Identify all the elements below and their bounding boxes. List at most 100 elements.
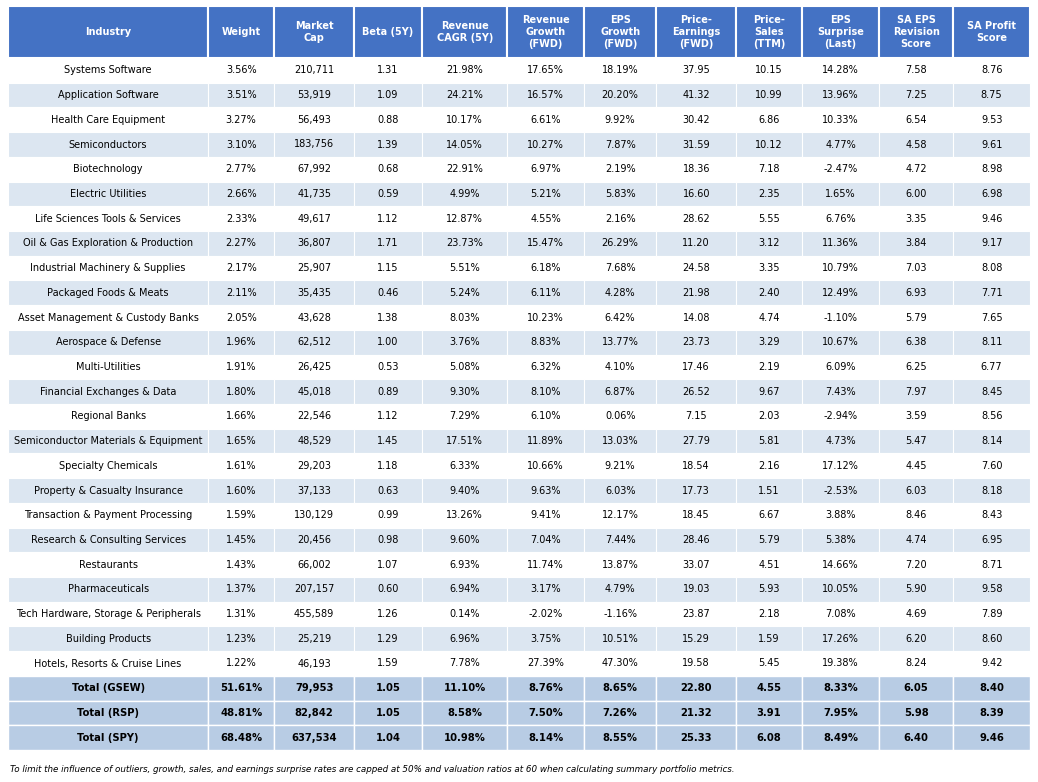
Bar (584, 206, 656, 231)
Bar (508, 281, 584, 305)
Bar (274, 132, 354, 157)
Text: 56,493: 56,493 (297, 115, 331, 125)
Bar (422, 552, 508, 577)
Bar (736, 552, 802, 577)
Text: 9.40%: 9.40% (449, 486, 480, 496)
Bar (584, 478, 656, 503)
Text: 8.75: 8.75 (981, 90, 1003, 100)
Bar (354, 256, 422, 281)
Text: 10.15: 10.15 (756, 66, 783, 75)
Text: 8.08: 8.08 (981, 263, 1003, 273)
Text: 3.35: 3.35 (905, 213, 927, 224)
Bar (354, 132, 422, 157)
Bar (422, 6, 508, 58)
Bar (274, 528, 354, 552)
Bar (879, 157, 953, 181)
Bar (8, 577, 209, 601)
Bar (736, 651, 802, 676)
Bar (802, 281, 879, 305)
Bar (656, 725, 736, 750)
Bar (209, 6, 274, 58)
Bar (584, 231, 656, 256)
Bar (422, 157, 508, 181)
Bar (354, 58, 422, 83)
Text: 12.87%: 12.87% (446, 213, 483, 224)
Bar (879, 701, 953, 725)
Text: Aerospace & Defense: Aerospace & Defense (55, 337, 161, 347)
Text: 1.05: 1.05 (376, 683, 401, 693)
Text: Hotels, Resorts & Cruise Lines: Hotels, Resorts & Cruise Lines (34, 658, 182, 669)
Text: 49,617: 49,617 (297, 213, 331, 224)
Text: 41,735: 41,735 (297, 189, 331, 199)
Bar (8, 725, 209, 750)
Bar (354, 626, 422, 651)
Bar (953, 577, 1030, 601)
Bar (736, 503, 802, 528)
Text: 13.87%: 13.87% (602, 560, 638, 569)
Bar (802, 552, 879, 577)
Text: 2.18: 2.18 (759, 609, 780, 619)
Text: Total (SPY): Total (SPY) (77, 733, 139, 743)
Bar (422, 231, 508, 256)
Bar (354, 676, 422, 701)
Text: 3.56%: 3.56% (226, 66, 256, 75)
Bar (209, 379, 274, 404)
Text: 1.12: 1.12 (377, 213, 399, 224)
Bar (656, 354, 736, 379)
Text: 3.29: 3.29 (759, 337, 780, 347)
Text: 5.79: 5.79 (905, 313, 927, 322)
Text: 7.18: 7.18 (759, 164, 780, 174)
Text: 12.49%: 12.49% (822, 288, 858, 298)
Text: 5.79: 5.79 (759, 535, 780, 545)
Text: 7.68%: 7.68% (605, 263, 635, 273)
Text: -2.94%: -2.94% (823, 411, 857, 421)
Text: 17.46: 17.46 (682, 362, 710, 372)
Bar (209, 354, 274, 379)
Bar (736, 231, 802, 256)
Bar (8, 256, 209, 281)
Text: Systems Software: Systems Software (64, 66, 152, 75)
Bar (8, 651, 209, 676)
Text: 51.61%: 51.61% (220, 683, 263, 693)
Text: 637,534: 637,534 (292, 733, 337, 743)
Bar (209, 107, 274, 132)
Bar (354, 601, 422, 626)
Bar (879, 206, 953, 231)
Bar (584, 132, 656, 157)
Text: Multi-Utilities: Multi-Utilities (76, 362, 140, 372)
Text: 4.77%: 4.77% (825, 139, 856, 149)
Bar (584, 725, 656, 750)
Bar (354, 454, 422, 478)
Bar (274, 404, 354, 429)
Text: 4.58: 4.58 (905, 139, 927, 149)
Text: 7.08%: 7.08% (825, 609, 855, 619)
Text: 6.67: 6.67 (759, 510, 780, 520)
Bar (209, 577, 274, 601)
Bar (422, 701, 508, 725)
Bar (953, 701, 1030, 725)
Text: 0.99: 0.99 (378, 510, 399, 520)
Text: 7.65: 7.65 (981, 313, 1003, 322)
Bar (274, 231, 354, 256)
Bar (736, 626, 802, 651)
Bar (656, 6, 736, 58)
Text: 25.33: 25.33 (681, 733, 712, 743)
Text: 23.73: 23.73 (682, 337, 710, 347)
Text: Regional Banks: Regional Banks (71, 411, 145, 421)
Text: 14.08: 14.08 (683, 313, 710, 322)
Text: Electric Utilities: Electric Utilities (70, 189, 146, 199)
Bar (879, 528, 953, 552)
Bar (8, 503, 209, 528)
Bar (584, 626, 656, 651)
Text: Oil & Gas Exploration & Production: Oil & Gas Exploration & Production (23, 239, 193, 249)
Bar (953, 552, 1030, 577)
Bar (802, 58, 879, 83)
Text: 4.51: 4.51 (759, 560, 780, 569)
Text: 37.95: 37.95 (682, 66, 710, 75)
Bar (584, 601, 656, 626)
Bar (8, 354, 209, 379)
Text: -2.47%: -2.47% (823, 164, 857, 174)
Text: 31.59: 31.59 (682, 139, 710, 149)
Bar (209, 256, 274, 281)
Bar (8, 676, 209, 701)
